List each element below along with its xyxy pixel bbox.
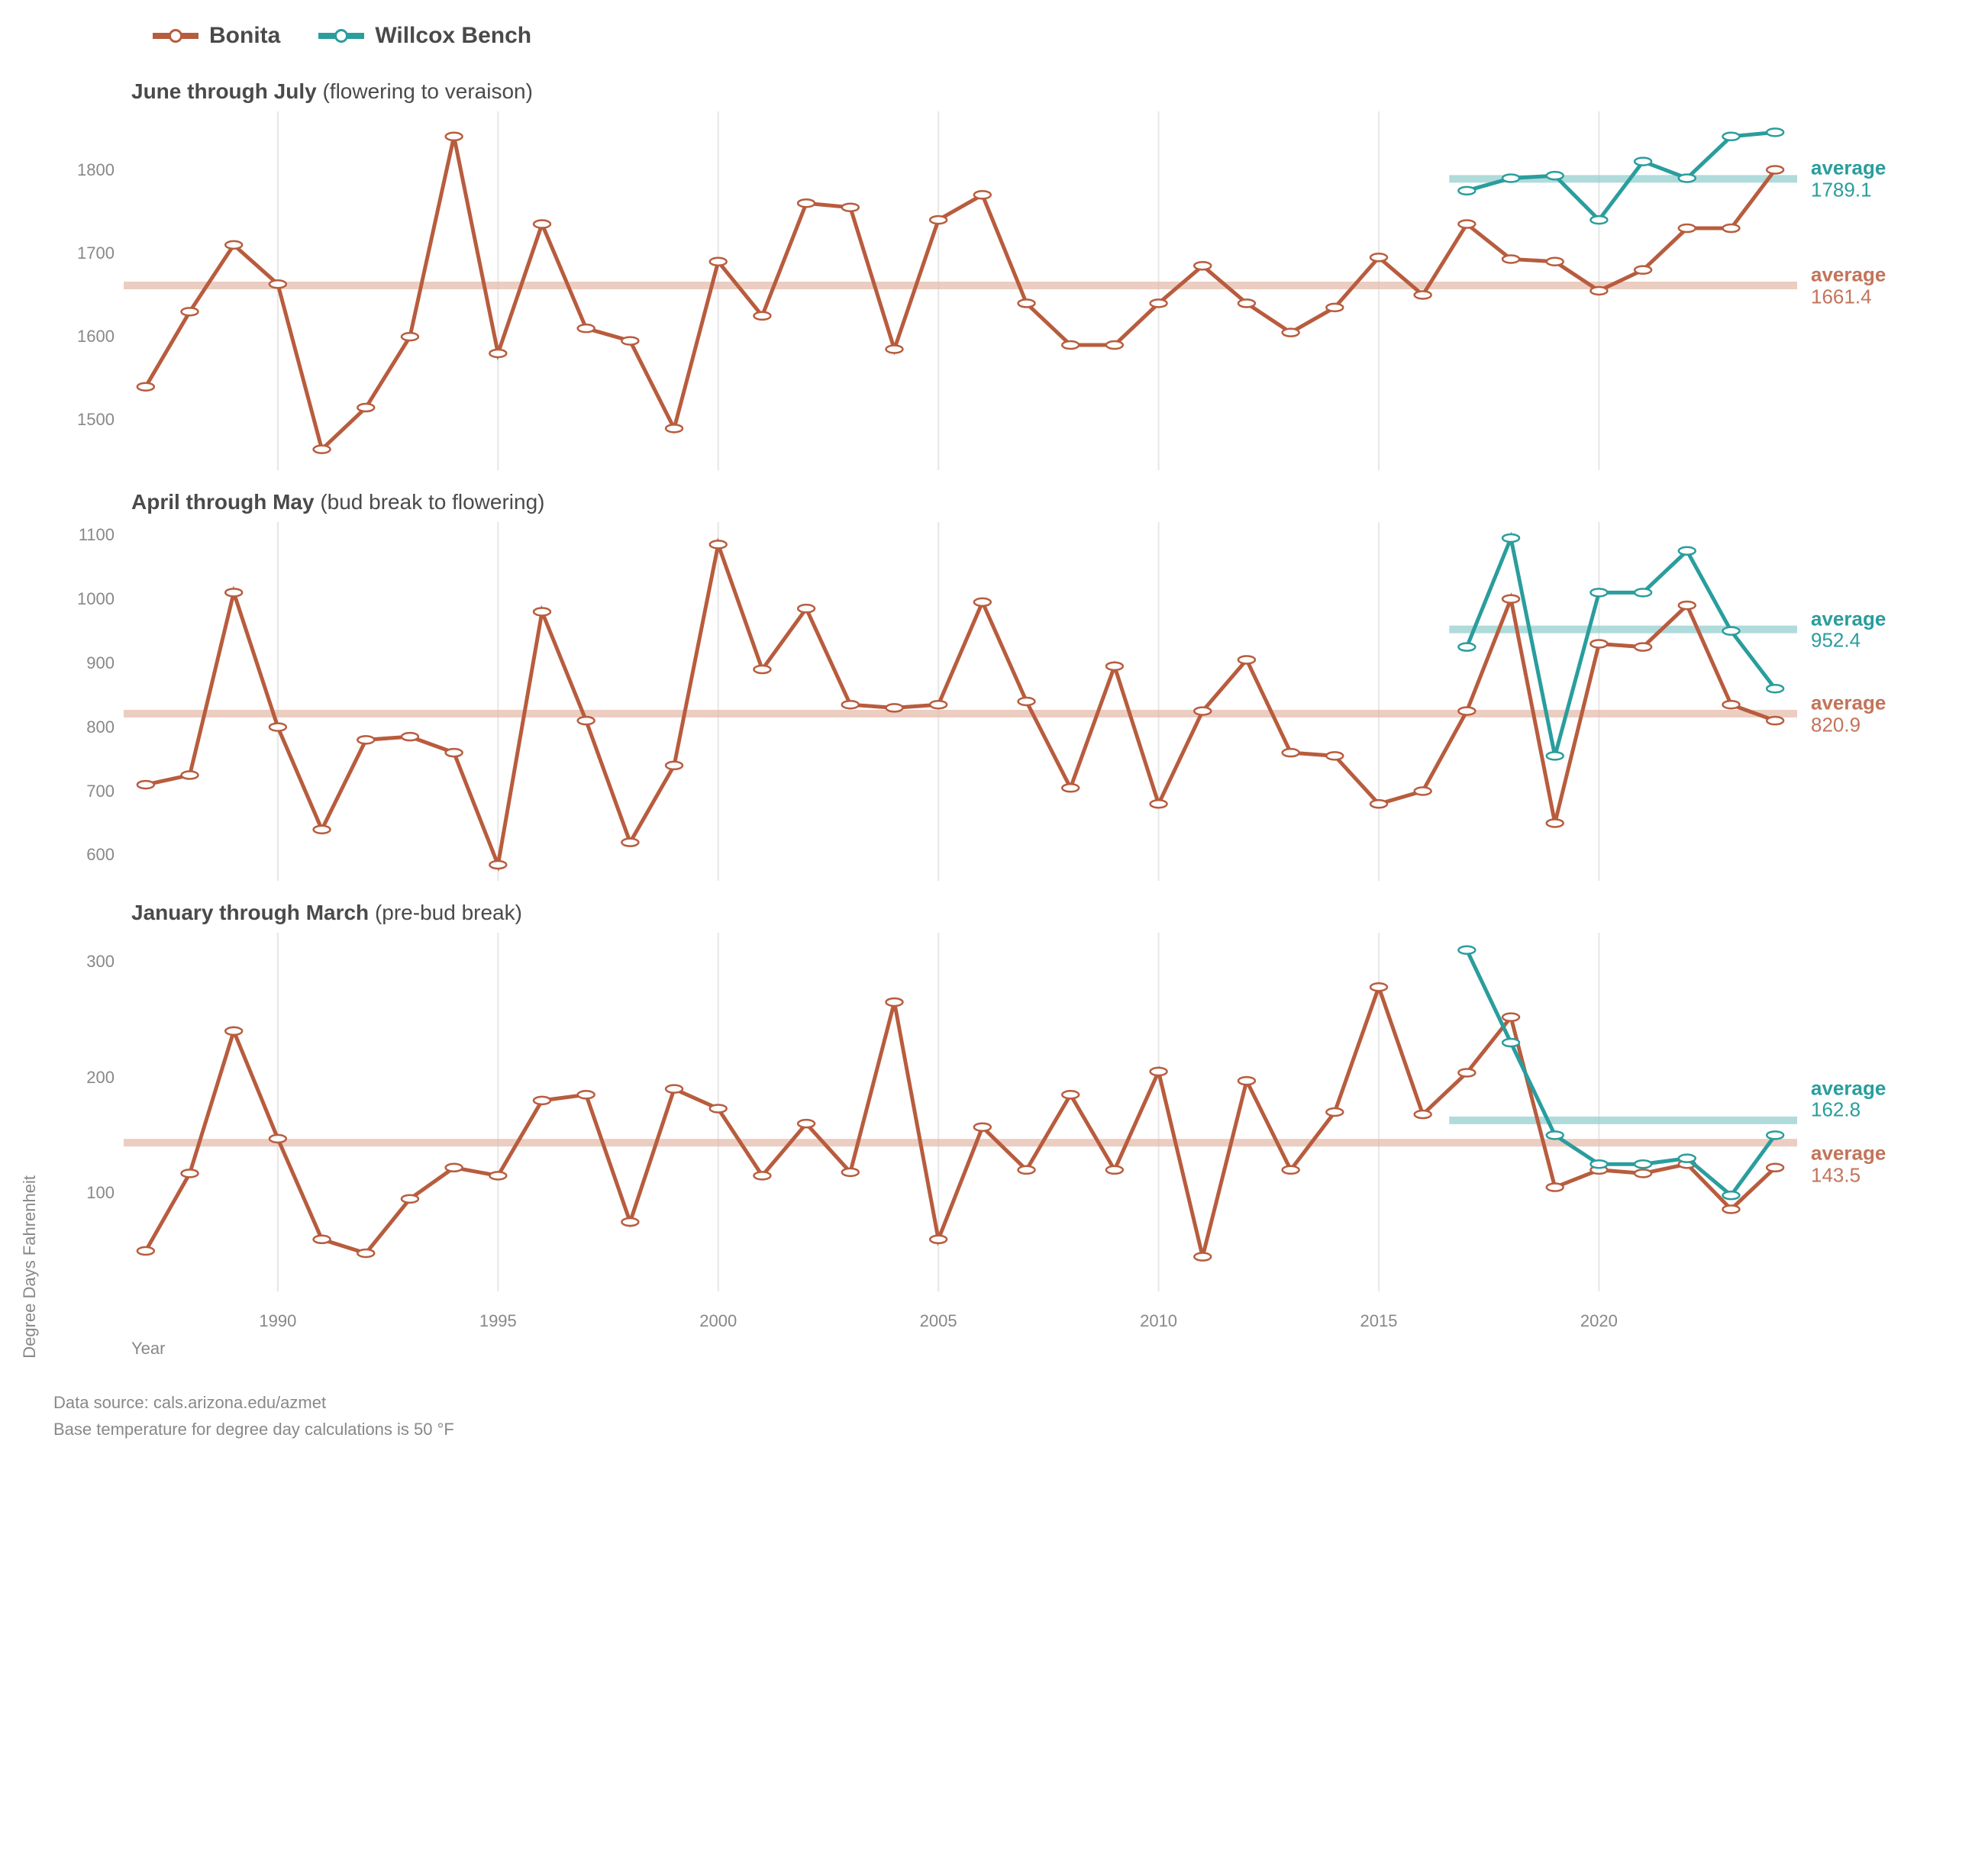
y-tick: 1700 [77,243,115,263]
legend-item-bonita: Bonita [153,23,280,49]
x-tick: 2015 [1360,1311,1398,1331]
avg-value-willcox: 952.4 [1811,630,1886,652]
y-tick: 1800 [77,160,115,180]
legend-label-willcox: Willcox Bench [375,23,531,49]
panel-apr_may: April through May (bud break to flowerin… [40,490,1973,881]
x-tick: 1995 [479,1311,517,1331]
avg-label-column: average952.4average820.9 [1797,522,1973,881]
avg-label-willcox: average1789.1 [1811,157,1886,201]
y-tick: 1500 [77,410,115,430]
y-tick-column: 1500 1600 1700 1800 [40,111,124,470]
panel-title-bold: June through July [131,79,317,103]
legend-item-willcox: Willcox Bench [318,23,531,49]
plot-area [124,933,1797,1291]
avg-label-bonita: average143.5 [1811,1143,1886,1186]
avg-value-bonita: 143.5 [1811,1164,1886,1186]
x-tick: 2010 [1140,1311,1177,1331]
y-tick-column: 600 700 800 900 1000 1100 [40,522,124,881]
y-tick: 1100 [79,525,115,545]
x-tick: 1990 [259,1311,296,1331]
panel-jun_jul: June through July (flowering to veraison… [40,79,1973,470]
y-tick: 200 [86,1068,115,1088]
legend: Bonita Willcox Bench [153,23,1973,49]
y-tick-column: 100 200 300 [40,933,124,1291]
x-tick: 2020 [1580,1311,1618,1331]
panel-title: January through March (pre-bud break) [131,901,1973,925]
y-tick: 1600 [77,327,115,347]
x-tick: 2000 [699,1311,737,1331]
avg-word: average [1811,157,1886,179]
avg-label-willcox: average162.8 [1811,1077,1886,1120]
willcox-swatch [318,33,364,39]
y-tick: 100 [86,1183,115,1203]
x-tick: 2005 [920,1311,957,1331]
panel-title: April through May (bud break to flowerin… [131,490,1973,514]
x-tick-strip: 1990 1995 2000 2005 2010 2015 2020 [124,1311,1797,1337]
avg-word: average [1811,263,1886,285]
panel-title-thin: (pre-bud break) [375,901,522,924]
panel-title-thin: (flowering to veraison) [322,79,532,103]
y-tick: 800 [86,717,115,737]
y-tick: 900 [86,653,115,673]
footnotes: Data source: cals.arizona.edu/azmet Base… [53,1389,1973,1443]
avg-value-bonita: 820.9 [1811,714,1886,736]
avg-label-bonita: average1661.4 [1811,263,1886,307]
y-tick: 300 [86,952,115,972]
panel-jan_mar: January through March (pre-bud break) 100… [40,901,1973,1291]
avg-word: average [1811,1143,1886,1165]
avg-label-column: average162.8average143.5 [1797,933,1973,1291]
y-tick: 700 [86,782,115,801]
panel-title-thin: (bud break to flowering) [320,490,544,514]
avg-word: average [1811,692,1886,714]
panel-title-bold: January through March [131,901,369,924]
avg-label-willcox: average952.4 [1811,608,1886,651]
bonita-swatch [153,33,198,39]
footnote-source: Data source: cals.arizona.edu/azmet [53,1389,1973,1416]
y-tick: 1000 [77,589,115,609]
y-tick: 600 [86,845,115,865]
panel-title-bold: April through May [131,490,315,514]
avg-label-column: average1789.1average1661.4 [1797,111,1973,470]
panel-title: June through July (flowering to veraison… [131,79,1973,104]
avg-value-willcox: 1789.1 [1811,179,1886,201]
avg-value-willcox: 162.8 [1811,1099,1886,1121]
plot-area [124,522,1797,881]
avg-value-bonita: 1661.4 [1811,285,1886,308]
avg-label-bonita: average820.9 [1811,692,1886,735]
x-axis-label: Year [131,1339,1973,1359]
avg-word: average [1811,608,1886,630]
footnote-base: Base temperature for degree day calculat… [53,1416,1973,1443]
chart-panels: June through July (flowering to veraison… [40,79,1973,1359]
legend-label-bonita: Bonita [209,23,280,49]
avg-word: average [1811,1077,1886,1099]
plot-area [124,111,1797,470]
y-axis-label: Degree Days Fahrenheit [15,1099,40,1359]
